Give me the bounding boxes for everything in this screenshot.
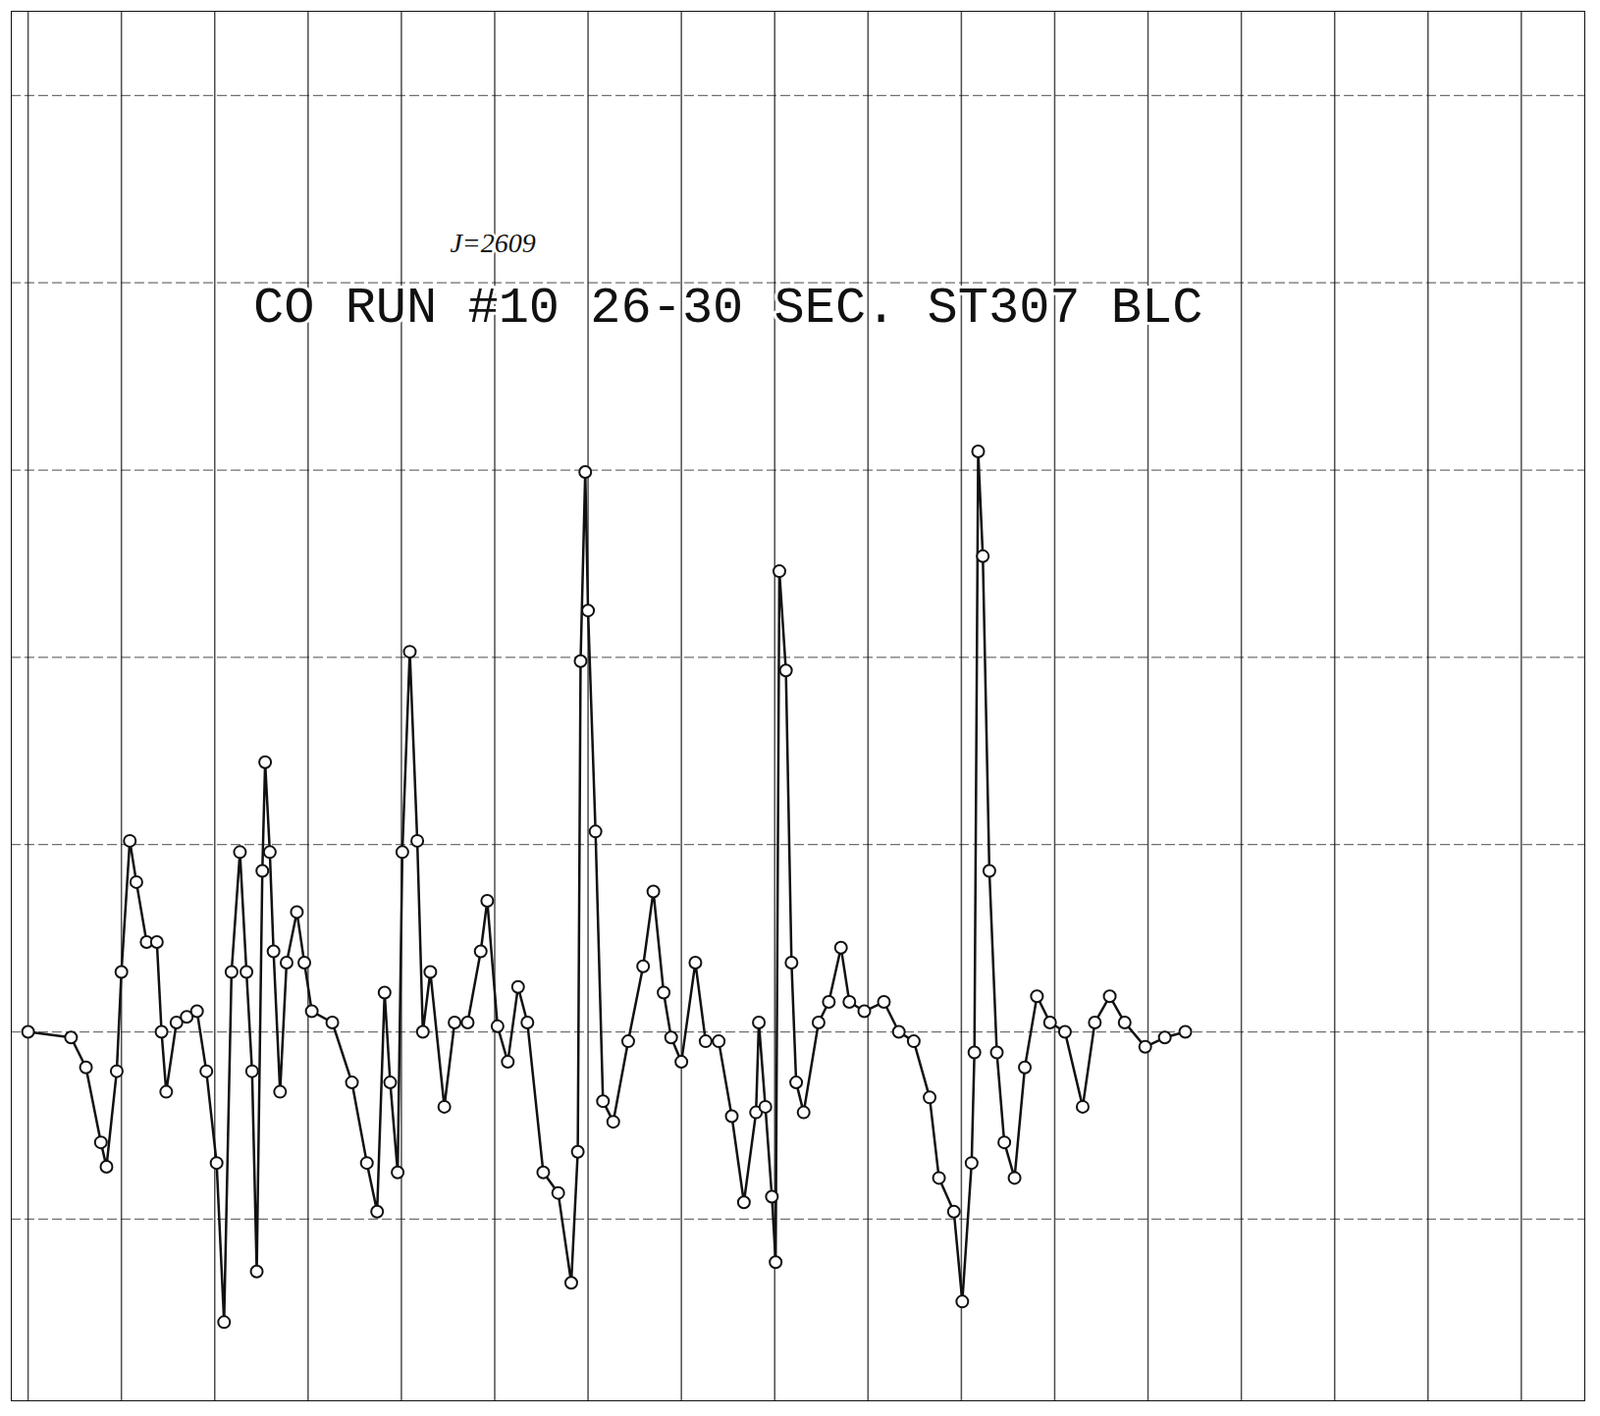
svg-text:CO RUN #10 26-30 SEC. ST307 BL: CO RUN #10 26-30 SEC. ST307 BLC (253, 279, 1203, 338)
svg-text:J=2609: J=2609 (449, 227, 535, 259)
